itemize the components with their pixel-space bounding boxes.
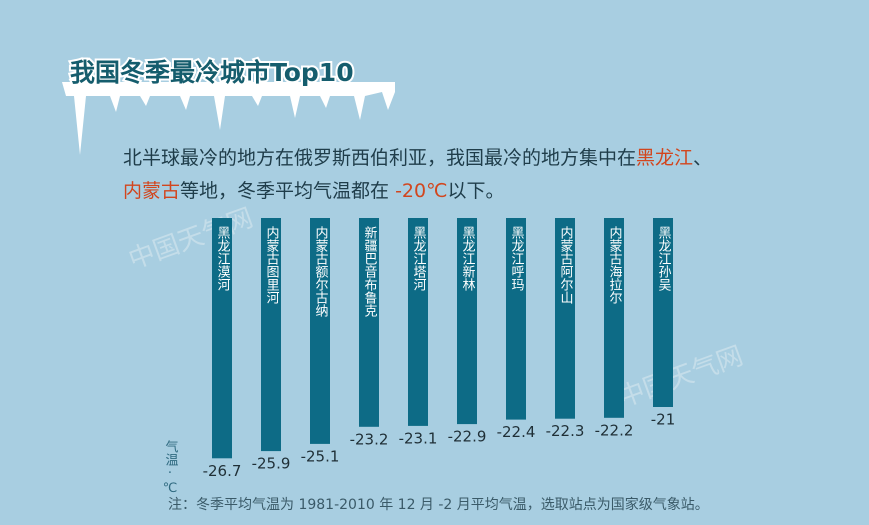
category-label: 黑龙江塔河 [411,226,427,291]
value-label: -23.1 [399,429,438,447]
y-axis-label: 气温·℃ [163,439,179,496]
subtitle-part: 、 [693,147,712,169]
category-label: 内蒙古额尔古纳 [313,225,329,317]
value-label: -25.1 [301,447,340,465]
category-label: 黑龙江新林 [460,226,476,291]
value-label: -22.4 [497,423,536,441]
subtitle: 北半球最冷的地方在俄罗斯西伯利亚，我国最冷的地方集中在黑龙江、 [123,147,712,169]
chart-title: 我国冬季最冷城市Top10 [70,58,354,87]
value-label: -22.9 [448,428,487,446]
note: 注：冬季平均气温为 1981-2010 年 12 月 -2 月平均气温，选取站点… [168,496,709,513]
watermark: 中国天气网 [615,341,747,414]
watermark: 中国天气网 [125,203,257,276]
bar [604,218,624,418]
icicles [62,82,395,155]
category-label: 内蒙古阿尔山 [558,225,574,304]
value-label: -22.3 [546,422,585,440]
subtitle-part: 等地，冬季平均气温都在 [180,180,395,202]
bar [359,218,379,427]
category-label: 黑龙江孙吴 [656,226,672,291]
subtitle-part: -20℃ [395,180,447,202]
subtitle-part: 北半球最冷的地方在俄罗斯西伯利亚，我国最冷的地方集中在 [123,147,636,169]
bar [408,218,428,426]
value-label: -21 [651,411,676,429]
bar [506,218,526,420]
category-label: 内蒙古海拉尔 [607,225,623,304]
bar [261,218,281,452]
bar [457,218,477,425]
value-label: -25.9 [252,455,291,473]
subtitle: 内蒙古等地，冬季平均气温都在 -20℃以下。 [123,180,504,202]
value-label: -26.7 [203,462,242,480]
subtitle-part: 黑龙江 [636,147,693,169]
category-label: 内蒙古图里河 [264,225,280,304]
bar [555,218,575,419]
value-label: -22.2 [595,421,634,439]
bar [212,218,232,459]
category-label: 黑龙江呼玛 [509,226,525,291]
category-label: 新疆巴音布鲁克 [362,225,378,318]
bar [310,218,330,444]
bar [653,218,673,407]
subtitle-part: 内蒙古 [123,180,180,202]
category-label: 黑龙江漠河 [215,226,231,291]
value-label: -23.2 [350,430,389,448]
subtitle-part: 以下。 [447,180,504,202]
